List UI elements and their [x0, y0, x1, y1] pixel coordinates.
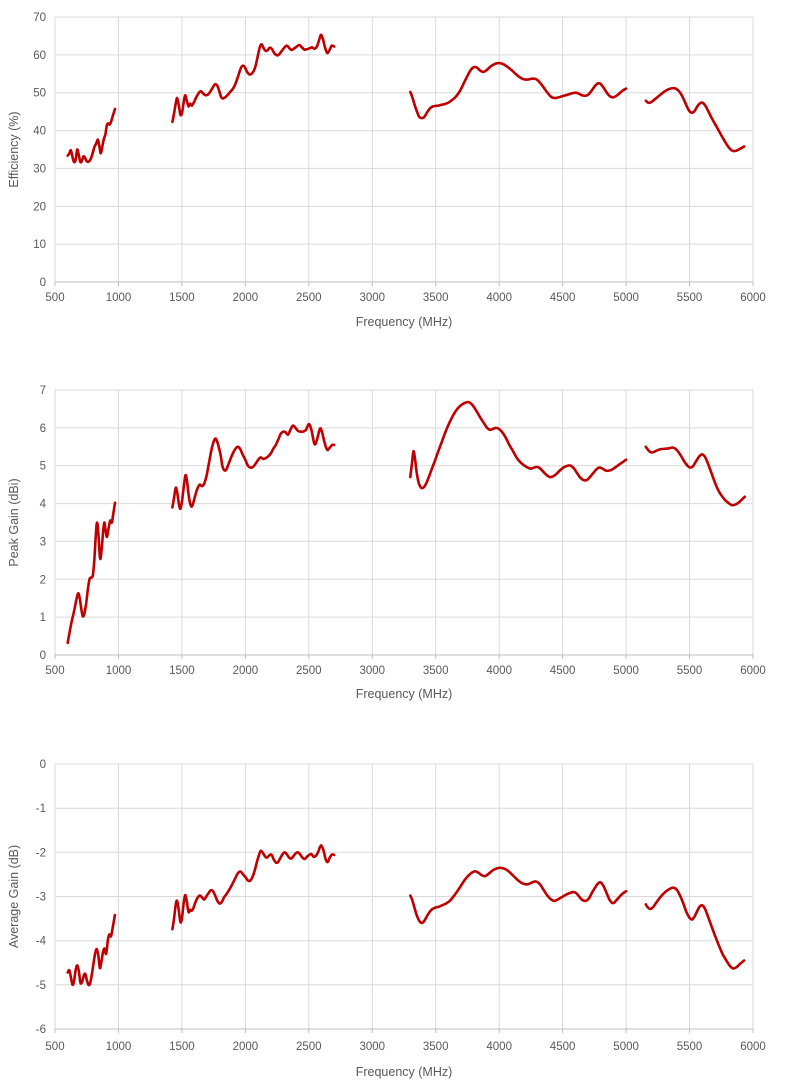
y-tick-label: -2 — [36, 847, 46, 859]
y-tick-label: 5 — [40, 461, 46, 473]
y-tick-label: 30 — [33, 163, 46, 175]
x-tick-label: 2500 — [296, 292, 322, 304]
x-tick-label: 2000 — [233, 665, 259, 677]
x-tick-label: 1500 — [169, 665, 195, 677]
x-tick-label: 2000 — [233, 292, 259, 304]
x-tick-label: 500 — [45, 292, 64, 304]
y-tick-label: 60 — [33, 50, 46, 62]
x-tick-label: 4500 — [550, 1041, 576, 1053]
x-tick-label: 1500 — [169, 292, 195, 304]
y-tick-label: 40 — [33, 126, 46, 138]
peak-gain-plot: 0 1 2 3 4 5 6 7 500 1000 1500 2000 2500 3000 3500 4000 4… — [7, 385, 766, 701]
y-tick-label: -3 — [36, 892, 46, 904]
y-tick-label: 70 — [33, 12, 46, 24]
data-line-segment — [409, 61, 628, 120]
x-tick-label: 6000 — [740, 665, 766, 677]
x-tick-label: 5500 — [677, 665, 703, 677]
x-tick-label: 1000 — [106, 292, 132, 304]
x-tick-label: 2500 — [296, 1041, 322, 1053]
data-line-segment — [66, 913, 117, 987]
x-tick-label: 3500 — [423, 292, 449, 304]
x-tick-label: 500 — [45, 665, 64, 677]
y-tick-label: 0 — [40, 759, 46, 771]
x-tick-label: 3000 — [360, 292, 386, 304]
x-tick-label: 1000 — [106, 1041, 132, 1053]
x-tick-label: 1500 — [169, 1041, 195, 1053]
x-tick-label: 2000 — [233, 1041, 259, 1053]
y-tick-label: 6 — [40, 423, 46, 435]
data-line-segment — [171, 422, 336, 511]
x-tick-label: 4000 — [486, 665, 512, 677]
y-tick-label: 4 — [40, 499, 47, 511]
peak-gain-chart: 0 1 2 3 4 5 6 7 500 1000 1500 2000 2500 3000 3500 4000 4… — [0, 340, 800, 705]
data-line-segment — [171, 33, 336, 124]
x-tick-label: 5500 — [677, 292, 703, 304]
y-tick-label: -1 — [36, 803, 46, 815]
x-tick-label: 3500 — [423, 1041, 449, 1053]
x-axis-title: Frequency (MHz) — [356, 1065, 453, 1079]
x-tick-label: 3500 — [423, 665, 449, 677]
x-tick-label: 1000 — [106, 665, 132, 677]
y-tick-label: 2 — [40, 574, 46, 586]
y-axis-title: Peak Gain (dBi) — [7, 478, 21, 566]
data-line-segment — [644, 86, 746, 153]
x-tick-label: 3000 — [360, 665, 386, 677]
x-tick-label: 500 — [45, 1041, 64, 1053]
y-tick-label: 10 — [33, 239, 46, 251]
x-tick-label: 4000 — [486, 292, 512, 304]
y-axis-title: Efficiency (%) — [7, 111, 21, 187]
efficiency-plot: 0 10 20 30 40 50 60 70 500 1000 1500 2000 2500 3000 35… — [7, 12, 766, 329]
x-tick-label: 4500 — [550, 665, 576, 677]
y-tick-label: 50 — [33, 88, 46, 100]
data-line-segment — [644, 445, 747, 507]
x-tick-label: 5500 — [677, 1041, 703, 1053]
data-line-segment — [66, 107, 117, 164]
y-tick-label: 3 — [40, 536, 46, 548]
y-tick-label: 0 — [40, 277, 46, 289]
x-tick-label: 4500 — [550, 292, 576, 304]
x-tick-label: 6000 — [740, 1041, 766, 1053]
x-axis-title: Frequency (MHz) — [356, 687, 453, 701]
data-line-segment — [409, 400, 628, 490]
data-line-segment — [66, 501, 117, 645]
data-line-segment — [409, 866, 628, 925]
data-line-segment — [171, 844, 336, 931]
y-tick-label: -4 — [36, 936, 47, 948]
y-tick-label: 0 — [40, 650, 46, 662]
y-axis-title: Average Gain (dB) — [7, 845, 21, 948]
x-tick-label: 5000 — [613, 1041, 639, 1053]
x-axis-title: Frequency (MHz) — [356, 315, 453, 329]
x-tick-label: 5000 — [613, 665, 639, 677]
x-tick-label: 4000 — [486, 1041, 512, 1053]
average-gain-chart: -6 -5 -4 -3 -2 -1 0 500 1000 1500 2000 2500 3000 3500… — [0, 705, 800, 1088]
x-tick-label: 6000 — [740, 292, 766, 304]
x-tick-label: 2500 — [296, 665, 322, 677]
efficiency-chart: 0 10 20 30 40 50 60 70 500 1000 1500 2000 2500 3000 35… — [0, 0, 800, 340]
x-tick-label: 3000 — [360, 1041, 386, 1053]
y-tick-label: 1 — [40, 612, 46, 624]
y-tick-label: 7 — [40, 385, 46, 397]
data-line-segment — [644, 886, 746, 970]
x-tick-label: 5000 — [613, 292, 639, 304]
y-tick-label: -6 — [36, 1024, 46, 1036]
average-gain-plot: -6 -5 -4 -3 -2 -1 0 500 1000 1500 2000 2500 3000 3500… — [7, 759, 766, 1079]
y-tick-label: -5 — [36, 980, 46, 992]
y-tick-label: 20 — [33, 201, 46, 213]
